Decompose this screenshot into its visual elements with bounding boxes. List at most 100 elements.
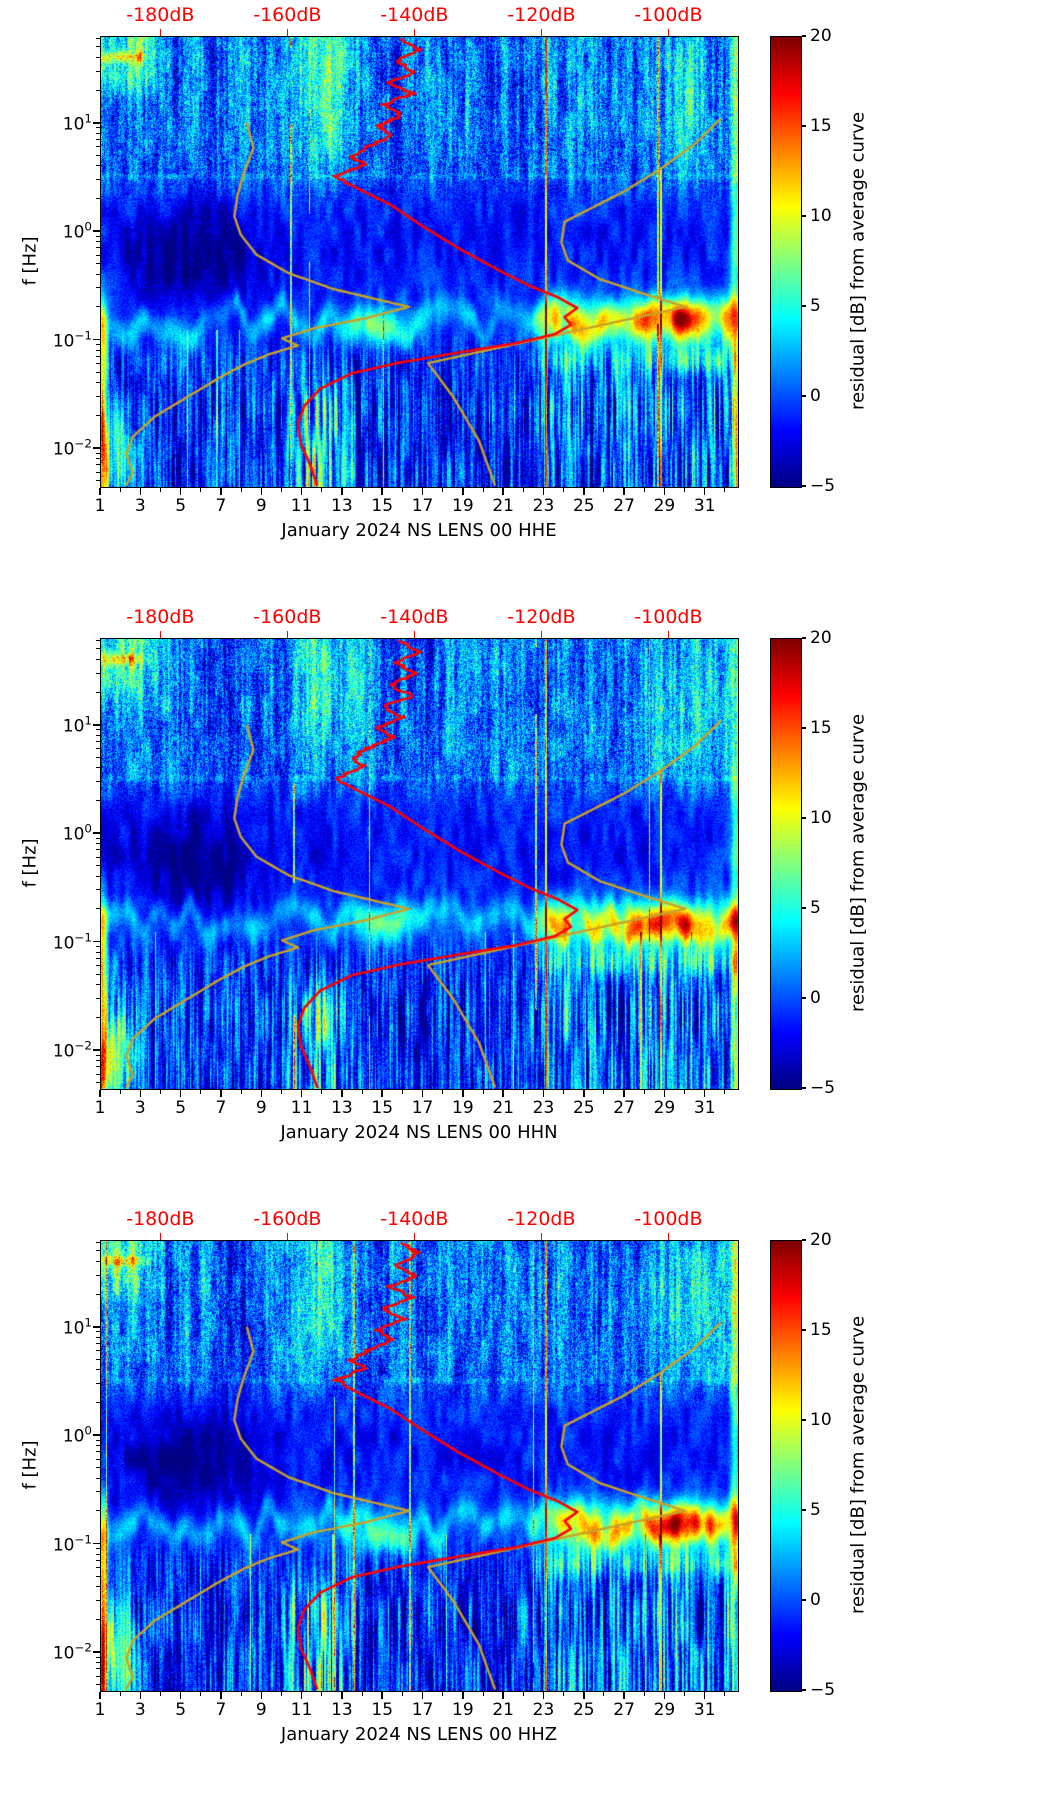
top-axis-tick bbox=[286, 1233, 289, 1240]
y-axis-minor-tick bbox=[96, 1241, 100, 1243]
y-axis-minor-tick bbox=[96, 452, 100, 454]
x-axis-tick bbox=[341, 1090, 343, 1097]
x-axis-minor-tick bbox=[159, 1090, 161, 1094]
x-axis-minor-tick bbox=[643, 488, 645, 492]
colorbar-tick bbox=[802, 1087, 806, 1089]
x-axis-tick bbox=[179, 488, 182, 495]
colorbar-canvas bbox=[771, 639, 801, 1089]
x-axis-minor-tick bbox=[643, 1090, 645, 1094]
top-axis-tick bbox=[413, 1233, 416, 1240]
x-axis-minor-tick bbox=[159, 1692, 161, 1696]
y-axis-minor-tick bbox=[96, 1336, 100, 1338]
x-axis-tick bbox=[703, 1692, 706, 1699]
x-axis-tick bbox=[300, 1090, 303, 1097]
y-axis-minor-tick bbox=[96, 235, 100, 237]
y-axis-minor-tick bbox=[96, 70, 100, 72]
x-axis-tick-label: 13 bbox=[331, 1700, 353, 1720]
top-axis-tick-label: -140dB bbox=[380, 4, 449, 26]
top-axis-tick bbox=[286, 29, 289, 36]
y-axis-minor-tick bbox=[96, 395, 100, 397]
x-axis-minor-tick bbox=[321, 1090, 323, 1094]
y-axis-minor-tick bbox=[96, 1467, 100, 1469]
x-axis-minor-tick bbox=[684, 1090, 686, 1094]
y-axis-minor-tick bbox=[96, 734, 100, 736]
x-axis-minor-tick bbox=[361, 488, 363, 492]
y-axis-minor-tick bbox=[96, 1066, 100, 1068]
y-axis-minor-tick bbox=[96, 480, 100, 482]
top-axis-tick bbox=[286, 631, 289, 638]
y-axis-minor-tick bbox=[96, 471, 100, 473]
x-axis-tick-label: 23 bbox=[532, 1098, 555, 1118]
x-axis-minor-tick bbox=[200, 1090, 202, 1094]
y-axis-minor-tick bbox=[96, 46, 100, 48]
y-axis-minor-tick bbox=[96, 355, 100, 357]
spectrogram-panel-hhe: f [Hz] January 2024 NS LENS 00 HHE resid… bbox=[0, 0, 1052, 602]
x-axis-tick bbox=[139, 1090, 142, 1097]
colorbar-tick-label: 5 bbox=[810, 1500, 821, 1520]
spectrogram-canvas bbox=[101, 1241, 738, 1691]
x-axis-tick bbox=[421, 488, 424, 495]
x-axis-tick-label: 27 bbox=[613, 496, 635, 516]
top-axis-tick-label: -120dB bbox=[507, 4, 576, 26]
x-axis-tick bbox=[179, 1090, 182, 1097]
spectrogram-canvas bbox=[101, 639, 738, 1089]
y-axis-minor-tick bbox=[96, 273, 100, 275]
x-axis-tick-label: 27 bbox=[613, 1098, 635, 1118]
x-axis-tick-label: 25 bbox=[572, 496, 595, 516]
top-axis-tick-label: -180dB bbox=[126, 1208, 195, 1230]
x-axis-minor-tick bbox=[442, 488, 444, 492]
x-axis-tick bbox=[421, 1692, 424, 1699]
x-axis-minor-tick bbox=[361, 1090, 363, 1094]
y-axis-minor-tick bbox=[96, 672, 100, 674]
colorbar-tick-label: 10 bbox=[810, 808, 832, 828]
y-axis-tick-label: 10−1 bbox=[52, 328, 92, 351]
y-axis-label: f [Hz] bbox=[19, 838, 41, 888]
top-axis-tick-label: -120dB bbox=[507, 1208, 576, 1230]
x-axis-tick-label: 21 bbox=[492, 496, 514, 516]
x-axis-tick bbox=[623, 1090, 625, 1097]
colorbar-tick bbox=[802, 35, 806, 37]
y-axis-minor-tick bbox=[96, 1054, 100, 1056]
y-axis-minor-tick bbox=[96, 1586, 100, 1588]
x-axis-tick bbox=[381, 1692, 383, 1699]
y-axis-tick bbox=[93, 940, 100, 943]
y-axis-tick bbox=[93, 447, 100, 449]
colorbar-tick bbox=[802, 1419, 806, 1421]
y-axis-minor-tick bbox=[96, 1369, 100, 1371]
x-axis-minor-tick bbox=[603, 1090, 605, 1094]
y-axis-tick-label: 10−1 bbox=[52, 930, 92, 953]
y-axis-minor-tick bbox=[96, 648, 100, 650]
x-axis-minor-tick bbox=[563, 1090, 565, 1094]
x-axis-minor-tick bbox=[482, 488, 484, 492]
colorbar bbox=[770, 1240, 802, 1692]
spectrogram-panel-hhz: f [Hz] January 2024 NS LENS 00 HHZ resid… bbox=[0, 1204, 1052, 1806]
x-axis-tick-label: 11 bbox=[290, 1700, 313, 1720]
y-axis-minor-tick bbox=[96, 1599, 100, 1601]
y-axis-tick-label: 101 bbox=[62, 111, 92, 135]
x-axis-tick bbox=[663, 488, 666, 495]
x-axis-tick-label: 31 bbox=[693, 1700, 716, 1720]
x-axis-tick bbox=[99, 1692, 101, 1699]
x-axis-minor-tick bbox=[724, 1692, 726, 1696]
x-axis-tick-label: 29 bbox=[653, 1098, 676, 1118]
x-axis-tick bbox=[462, 1692, 464, 1699]
y-axis-minor-tick bbox=[96, 344, 100, 346]
y-axis-minor-tick bbox=[96, 464, 100, 466]
y-axis-tick bbox=[93, 338, 100, 341]
x-axis-minor-tick bbox=[482, 1692, 484, 1696]
y-axis-minor-tick bbox=[96, 306, 100, 308]
x-axis-minor-tick bbox=[643, 1692, 645, 1696]
colorbar-tick-label: 0 bbox=[810, 386, 821, 406]
x-axis-tick-label: 31 bbox=[693, 496, 716, 516]
x-axis-tick bbox=[623, 1692, 625, 1699]
colorbar-tick-label: 0 bbox=[810, 1590, 821, 1610]
y-axis-label: f [Hz] bbox=[19, 1440, 41, 1490]
x-axis-minor-tick bbox=[724, 1090, 726, 1094]
x-axis-tick-label: 5 bbox=[175, 1098, 187, 1118]
y-axis-minor-tick bbox=[96, 865, 100, 867]
y-axis-minor-tick bbox=[96, 363, 100, 365]
y-axis-tick-label: 100 bbox=[62, 1423, 92, 1447]
x-axis-tick-label: 5 bbox=[175, 496, 187, 516]
x-axis-tick-label: 7 bbox=[215, 1098, 227, 1118]
y-axis-minor-tick bbox=[96, 756, 100, 758]
